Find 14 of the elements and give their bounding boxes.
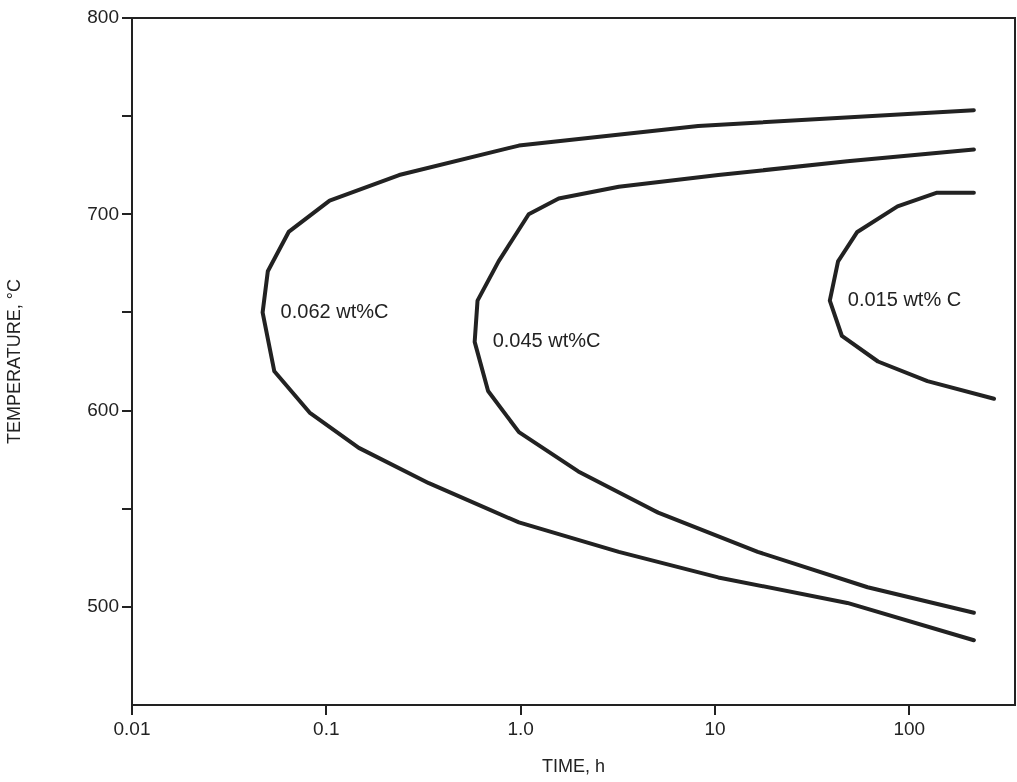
x-axis-title: TIME, h (541, 756, 606, 777)
x-tick-label: 1.0 (507, 717, 534, 739)
x-tick-label: 0.01 (113, 717, 151, 739)
x-tick-label: 100 (893, 717, 926, 739)
series-label: 0.015 wt% C (847, 288, 962, 311)
y-axis-title: TEMPERATURE, °C (3, 279, 24, 444)
series-label: 0.062 wt%C (280, 299, 389, 322)
y-tick-label: 600 (87, 398, 119, 420)
x-tick-label: 10 (704, 717, 726, 739)
x-tick-label: 0.1 (313, 717, 340, 739)
series-label: 0.045 wt%C (492, 329, 601, 352)
y-tick-label: 700 (87, 202, 119, 224)
y-tick-label: 800 (87, 6, 119, 28)
y-tick-label: 500 (87, 595, 119, 617)
